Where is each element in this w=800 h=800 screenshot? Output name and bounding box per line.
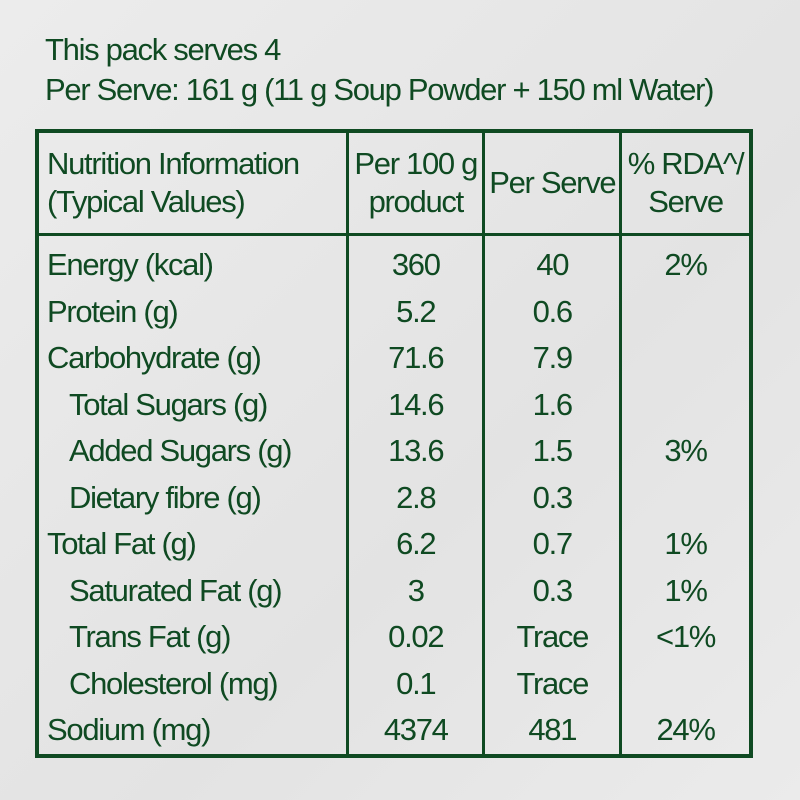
nutrient-name: Energy (kcal) xyxy=(35,234,350,289)
rda-value xyxy=(619,288,753,335)
per-100g-value: 4374 xyxy=(346,707,486,756)
per-serve-value: 0.7 xyxy=(482,521,623,568)
rda-value: <1% xyxy=(619,614,753,661)
header-rda: % RDA^/Serve xyxy=(619,129,753,236)
header-line: % RDA^/ xyxy=(627,146,745,181)
nutrient-name: Carbohydrate (g) xyxy=(35,335,350,382)
nutrient-name: Saturated Fat (g) xyxy=(35,567,350,614)
table-header-row: Nutrition Information (Typical Values) Pe… xyxy=(35,129,753,236)
per-serve-value: 7.9 xyxy=(482,335,623,382)
per-100g-value: 71.6 xyxy=(346,335,486,382)
rda-value: 1% xyxy=(619,567,753,614)
rda-value xyxy=(619,335,753,382)
nutrient-name: Dietary fibre (g) xyxy=(35,474,350,521)
table-row: Total Sugars (g) 14.6 1.6 xyxy=(35,381,753,428)
table-row: Total Fat (g) 6.2 0.7 1% xyxy=(35,521,753,568)
nutrient-name: Trans Fat (g) xyxy=(35,614,350,661)
table-row: Dietary fibre (g) 2.8 0.3 xyxy=(35,474,753,521)
rda-value: 3% xyxy=(619,428,753,475)
per-100g-value: 6.2 xyxy=(346,521,486,568)
pack-serves-text: This pack serves 4 xyxy=(45,32,281,67)
per-100g-value: 0.1 xyxy=(346,660,486,707)
per-serve-value: 0.3 xyxy=(482,567,623,614)
per-100g-value: 5.2 xyxy=(346,288,486,335)
per-serve-value: 1.6 xyxy=(482,381,623,428)
header-line: product xyxy=(368,184,465,219)
header-line: Nutrition Information xyxy=(47,146,300,181)
per-serve-value: 40 xyxy=(482,234,623,289)
rda-value xyxy=(619,660,753,707)
per-serve-value: 1.5 xyxy=(482,428,623,475)
per-100g-value: 0.02 xyxy=(346,614,486,661)
header-per-100g: Per 100 g product xyxy=(346,129,486,236)
table-row: Cholesterol (mg) 0.1 Trace xyxy=(35,660,753,707)
rda-value: 24% xyxy=(619,707,753,756)
nutrient-name: Total Fat (g) xyxy=(35,521,350,568)
per-100g-value: 360 xyxy=(346,234,486,289)
per-100g-value: 3 xyxy=(346,567,486,614)
table-row: Added Sugars (g) 13.6 1.5 3% xyxy=(35,428,753,475)
table-row: Protein (g) 5.2 0.6 xyxy=(35,288,753,335)
per-100g-value: 14.6 xyxy=(346,381,486,428)
header-line: Serve xyxy=(648,184,724,219)
nutrient-name: Cholesterol (mg) xyxy=(35,660,350,707)
rda-value: 1% xyxy=(619,521,753,568)
table-row: Sodium (mg) 4374 481 24% xyxy=(35,707,753,756)
table-row: Energy (kcal) 360 40 2% xyxy=(35,234,753,289)
per-100g-value: 13.6 xyxy=(346,428,486,475)
nutrition-table: Nutrition Information (Typical Values) Pe… xyxy=(35,129,753,758)
rda-value xyxy=(619,474,753,521)
rda-value xyxy=(619,381,753,428)
nutrient-name: Protein (g) xyxy=(35,288,350,335)
per-serve-value: 0.6 xyxy=(482,288,623,335)
per-serve-value: Trace xyxy=(482,614,623,661)
header-line: Per 100 g xyxy=(354,146,478,181)
header-nutrition-info: Nutrition Information (Typical Values) xyxy=(35,129,350,236)
per-serve-value: Trace xyxy=(482,660,623,707)
per-serve-value: 481 xyxy=(482,707,623,756)
header-line: (Typical Values) xyxy=(47,184,246,219)
nutrient-name: Sodium (mg) xyxy=(35,707,350,756)
rda-value: 2% xyxy=(619,234,753,289)
table-row: Saturated Fat (g) 3 0.3 1% xyxy=(35,567,753,614)
table-row: Trans Fat (g) 0.02 Trace <1% xyxy=(35,614,753,661)
per-serve-value: 0.3 xyxy=(482,474,623,521)
per-100g-value: 2.8 xyxy=(346,474,486,521)
header-per-serve: Per Serve xyxy=(482,129,623,236)
table-row: Carbohydrate (g) 71.6 7.9 xyxy=(35,335,753,382)
per-serve-text: Per Serve: 161 g (11 g Soup Powder + 150… xyxy=(45,72,714,107)
nutrient-name: Total Sugars (g) xyxy=(35,381,350,428)
nutrient-name: Added Sugars (g) xyxy=(35,428,350,475)
